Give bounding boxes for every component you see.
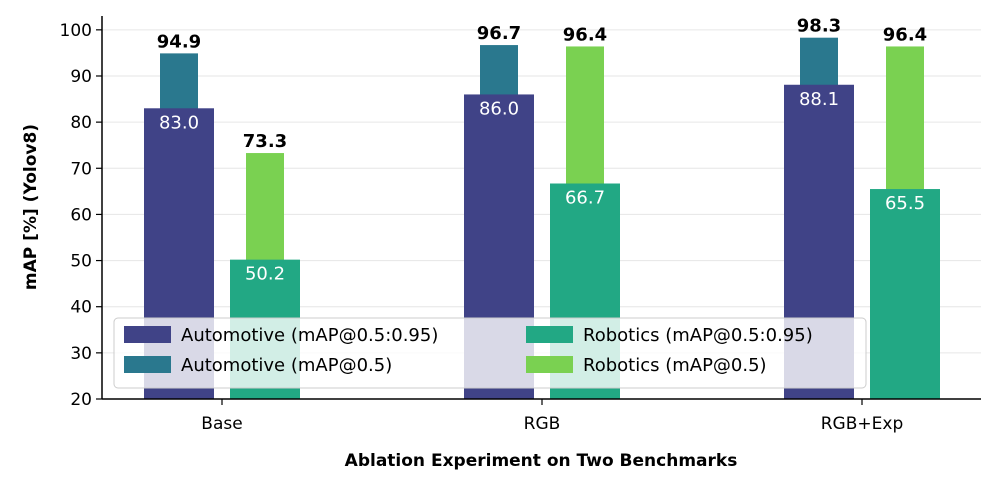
x-axis-title: Ablation Experiment on Two Benchmarks (345, 451, 738, 471)
legend-label: Automotive (mAP@0.5) (181, 355, 392, 376)
y-tick-label: 20 (70, 390, 92, 410)
data-label: 96.4 (883, 24, 927, 45)
data-label: 96.4 (563, 24, 607, 45)
legend-box (113, 317, 867, 389)
y-tick-label: 100 (60, 21, 92, 41)
x-tick-label: RGB (524, 414, 561, 434)
data-label: 50.2 (245, 264, 285, 285)
x-tick-label: RGB+Exp (821, 414, 904, 434)
data-label: 73.3 (243, 131, 287, 152)
y-axis-title: mAP [%] (Yolov8) (21, 124, 41, 290)
data-label: 96.7 (477, 23, 521, 44)
axes: 20 30 40 50 60 70 80 90 100 Base RGB RGB+Exp (60, 16, 981, 434)
legend-swatch (124, 326, 171, 343)
legend-label: Robotics (mAP@0.5) (583, 355, 767, 376)
legend-swatch (124, 356, 171, 373)
y-tick-label: 80 (70, 113, 92, 133)
data-label: 66.7 (565, 188, 605, 209)
legend: Automotive (mAP@0.5:0.95) Automotive (mAP… (113, 317, 867, 389)
legend-swatch (526, 356, 573, 373)
data-label: 94.9 (157, 31, 201, 52)
y-tick-label: 40 (70, 298, 92, 318)
data-label: 98.3 (797, 16, 841, 37)
y-tick-label: 30 (70, 344, 92, 364)
y-tick-label: 60 (70, 205, 92, 225)
y-tick-label: 70 (70, 159, 92, 179)
data-label: 65.5 (885, 193, 925, 214)
value-labels: 83.0 86.0 88.1 94.9 96.7 98.3 50.2 66.7 65.5 73.3… (157, 16, 927, 285)
data-label: 86.0 (479, 98, 519, 119)
y-tick-label: 90 (70, 67, 92, 87)
legend-label: Robotics (mAP@0.5:0.95) (583, 325, 813, 346)
y-tick-label: 50 (70, 252, 92, 272)
legend-label: Automotive (mAP@0.5:0.95) (181, 325, 438, 346)
data-label: 88.1 (799, 89, 839, 110)
x-tick-label: Base (201, 414, 242, 434)
data-label: 83.0 (159, 112, 199, 133)
legend-swatch (526, 326, 573, 343)
bar-robotics-map5095-rgb-exp (870, 189, 940, 399)
